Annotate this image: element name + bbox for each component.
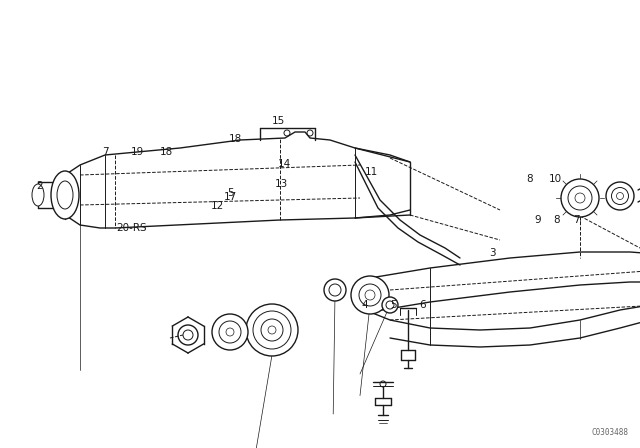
Ellipse shape xyxy=(382,297,398,313)
Ellipse shape xyxy=(51,171,79,219)
Ellipse shape xyxy=(611,188,628,204)
Ellipse shape xyxy=(606,182,634,210)
Ellipse shape xyxy=(32,184,44,206)
Ellipse shape xyxy=(212,314,248,350)
Ellipse shape xyxy=(351,276,389,314)
Text: 5: 5 xyxy=(390,300,397,310)
Text: 3: 3 xyxy=(490,248,496,258)
Text: 20-RS: 20-RS xyxy=(116,224,147,233)
Text: 17: 17 xyxy=(224,192,237,202)
Text: C0303488: C0303488 xyxy=(591,427,628,436)
Text: 9: 9 xyxy=(534,215,541,224)
Text: 18: 18 xyxy=(229,134,242,144)
Text: 15: 15 xyxy=(272,116,285,126)
Text: 5: 5 xyxy=(227,188,234,198)
Text: 7: 7 xyxy=(102,147,109,157)
Text: 8: 8 xyxy=(554,215,560,224)
Text: 6: 6 xyxy=(419,300,426,310)
Ellipse shape xyxy=(219,321,241,343)
Text: 13: 13 xyxy=(275,179,288,189)
Text: 2: 2 xyxy=(36,181,43,191)
Text: 12: 12 xyxy=(211,201,224,211)
Ellipse shape xyxy=(386,301,394,309)
Text: 18: 18 xyxy=(160,147,173,157)
Ellipse shape xyxy=(324,279,346,301)
Ellipse shape xyxy=(246,304,298,356)
Text: 11: 11 xyxy=(365,168,378,177)
Ellipse shape xyxy=(329,284,341,296)
Text: 7: 7 xyxy=(573,215,579,224)
Ellipse shape xyxy=(561,179,599,217)
Ellipse shape xyxy=(253,311,291,349)
Text: 10: 10 xyxy=(549,174,562,184)
Text: 14: 14 xyxy=(278,159,291,168)
Ellipse shape xyxy=(568,186,592,210)
Text: 4: 4 xyxy=(362,300,368,310)
Ellipse shape xyxy=(359,284,381,306)
Ellipse shape xyxy=(57,181,73,209)
Ellipse shape xyxy=(261,319,283,341)
Text: 19: 19 xyxy=(131,147,144,157)
Text: 8: 8 xyxy=(527,174,533,184)
